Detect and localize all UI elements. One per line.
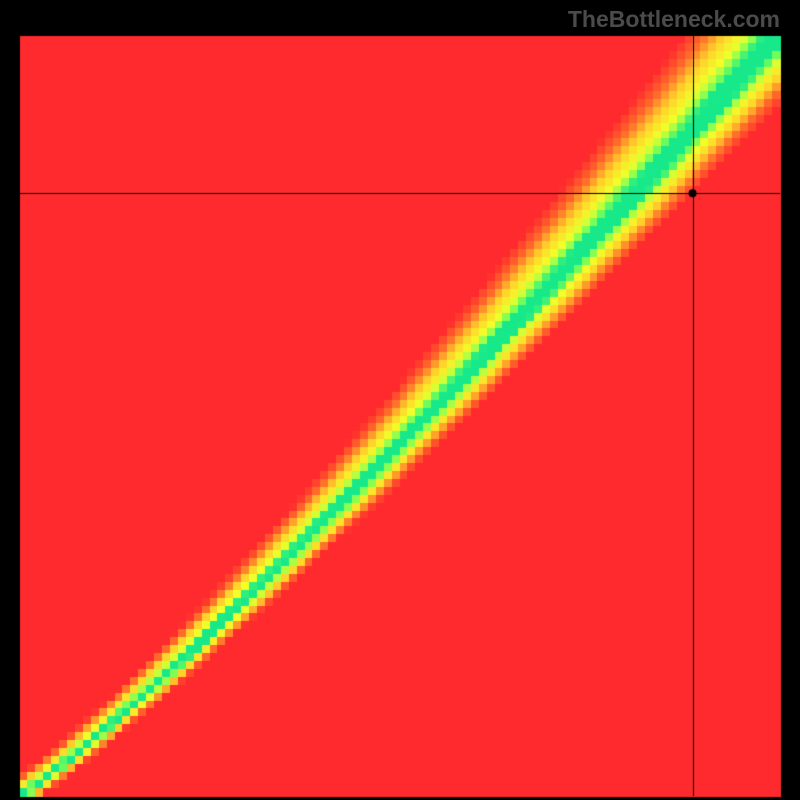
watermark-text: TheBottleneck.com [568, 6, 780, 33]
bottleneck-heatmap [0, 0, 800, 800]
chart-container: TheBottleneck.com [0, 0, 800, 800]
